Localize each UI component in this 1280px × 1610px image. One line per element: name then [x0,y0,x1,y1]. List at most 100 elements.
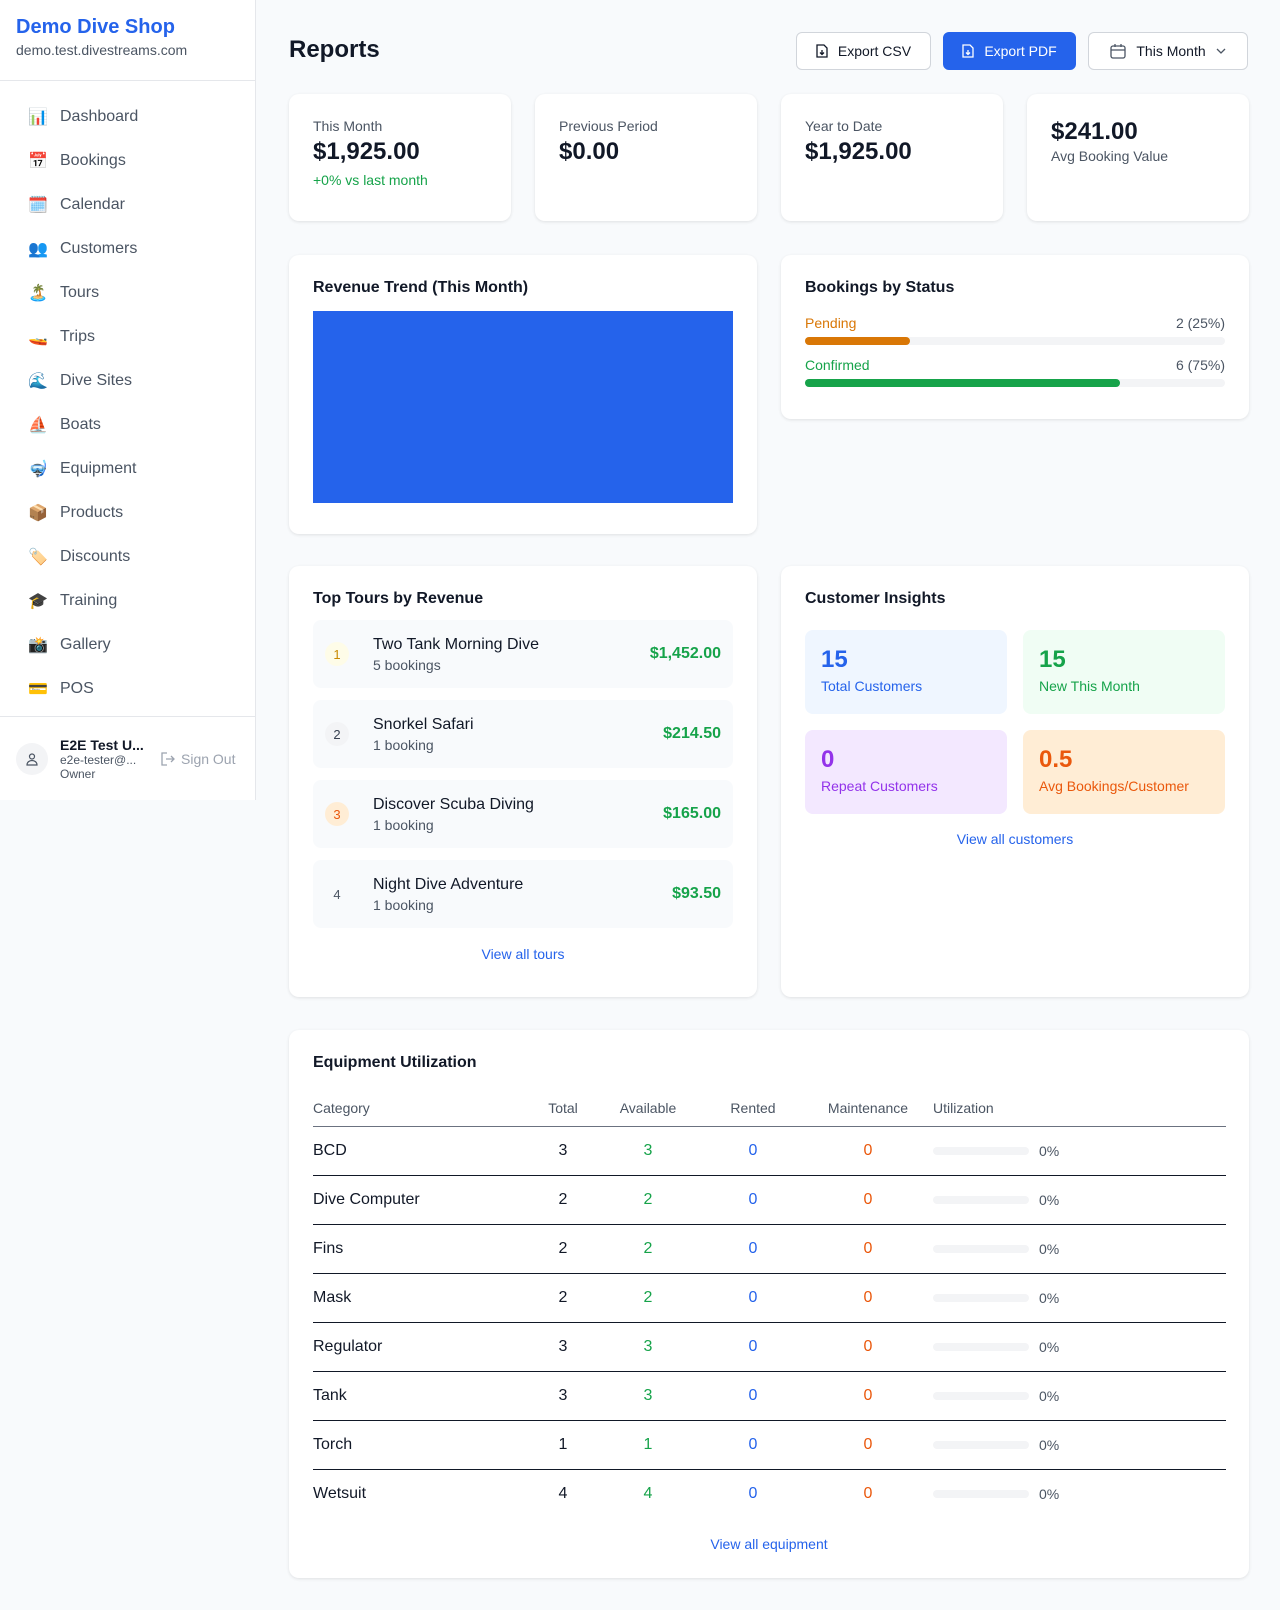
sidebar-item-gallery[interactable]: 📸 Gallery [0,623,255,667]
insight-tile: 0 Repeat Customers [805,730,1007,814]
sidebar-item-trips[interactable]: 🚤 Trips [0,315,255,359]
tour-row[interactable]: 4 Night Dive Adventure 1 booking $93.50 [313,860,733,928]
sidebar-item-pos[interactable]: 💳 POS [0,667,255,711]
utilization-bar [933,1244,1029,1253]
sidebar-item-dashboard[interactable]: 📊 Dashboard [0,95,255,139]
shop-name[interactable]: Demo Dive Shop [16,16,175,38]
stat-value: $241.00 [1051,118,1138,145]
table-cell: 1 [533,1420,593,1470]
sidebar-item-bookings[interactable]: 📅 Bookings [0,139,255,183]
stat-card: Year to Date $1,925.00 [781,94,1003,221]
customer-insights-title: Customer Insights [805,590,946,607]
view-all-customers-link[interactable]: View all customers [956,831,1074,847]
sidebar-item-label: Dive Sites [60,372,133,389]
sidebar-item-customers[interactable]: 👥 Customers [0,227,255,271]
table-cell: 3 [593,1371,703,1421]
file-download-icon [816,44,828,58]
export-pdf-label: Export PDF [984,43,1057,59]
column-header: Total [533,1090,593,1127]
table-cell: 0 [803,1371,933,1421]
table-cell: Regulator [313,1322,533,1372]
sidebar-item-label: Tours [60,284,100,301]
sidebar-item-dive-sites[interactable]: 🌊 Dive Sites [0,359,255,403]
insight-value: 0.5 [1039,746,1073,773]
utilization-value: 0% [1039,1387,1060,1404]
sidebar-item-products[interactable]: 📦 Products [0,491,255,535]
graduation-cap-icon: 🎓 [28,593,48,610]
stat-change: +0% vs last month [313,172,428,188]
table-cell: 0 [803,1322,933,1372]
table-cell: 0 [803,1420,933,1470]
table-cell: 2 [533,1273,593,1323]
table-cell: Wetsuit [313,1484,367,1502]
table-cell: 2 [593,1224,703,1274]
tour-row[interactable]: 3 Discover Scuba Diving 1 booking $165.00 [313,780,733,848]
brand: Demo Dive Shop demo.test.divestreams.com [0,0,255,81]
utilization-cell: 0% [933,1126,1226,1176]
stat-value: $0.00 [559,138,620,165]
stat-card: Previous Period $0.00 [535,94,757,221]
export-pdf-button[interactable]: Export PDF [943,32,1076,70]
tour-row[interactable]: 1 Two Tank Morning Dive 5 bookings $1,452… [313,620,733,688]
revenue-trend-title: Revenue Trend (This Month) [313,279,529,296]
sidebar-item-label: Discounts [60,548,131,565]
bookings-status-title: Bookings by Status [805,279,955,296]
status-row-pending: Pending 2 (25%) [805,315,1225,345]
period-label: This Month [1136,43,1206,59]
sidebar-item-equipment[interactable]: 🤿 Equipment [0,447,255,491]
utilization-bar [933,1391,1029,1400]
utilization-cell: 0% [933,1175,1226,1225]
bookings-status-card: Bookings by Status Pending 2 (25%) Confir… [781,255,1249,419]
chevron-down-icon [1216,48,1226,54]
file-download-icon [962,44,974,58]
island-icon: 🏝️ [28,285,48,302]
status-label: Pending [805,315,857,331]
tour-bookings: 1 booking [373,736,434,753]
status-progress-track [805,379,1225,387]
table-cell: 0 [703,1224,803,1274]
tour-rank: 4 [333,886,341,902]
utilization-cell: 0% [933,1322,1226,1372]
sidebar-item-boats[interactable]: ⛵ Boats [0,403,255,447]
export-csv-button[interactable]: Export CSV [796,32,931,70]
sidebar-item-tours[interactable]: 🏝️ Tours [0,271,255,315]
table-cell: Tank [313,1371,533,1421]
status-row-confirmed: Confirmed 6 (75%) [805,357,1225,387]
view-all-tours-link[interactable]: View all tours [481,946,565,962]
utilization-value: 0% [1039,1191,1060,1208]
tour-revenue: $1,452.00 [649,645,721,662]
column-header: Maintenance [803,1090,933,1127]
sidebar-item-discounts[interactable]: 🏷️ Discounts [0,535,255,579]
view-all-equipment-link[interactable]: View all equipment [710,1536,828,1552]
sidebar-item-label: Customers [60,240,138,257]
utilization-bar [933,1293,1029,1302]
column-header: Available [593,1090,703,1127]
utilization-bar [933,1489,1029,1498]
utilization-bar [933,1195,1029,1204]
sign-out-button[interactable]: Sign Out [160,751,235,767]
period-select[interactable]: This Month [1088,32,1248,70]
utilization-cell: 0% [933,1224,1226,1274]
table-row: Dive Computer 2 2 0 0 0% [313,1175,1226,1225]
table-cell: 0 [803,1126,933,1176]
sidebar-item-training[interactable]: 🎓 Training [0,579,255,623]
sidebar-item-label: Training [60,592,118,609]
tour-bookings: 5 bookings [373,656,441,673]
insight-label: Repeat Customers [821,778,938,794]
status-progress-track [805,337,1225,345]
stat-card: $241.00 Avg Booking Value [1027,94,1249,221]
status-progress-fill [805,337,910,345]
table-cell: Torch [313,1420,533,1470]
sidebar-item-calendar[interactable]: 🗓️ Calendar [0,183,255,227]
shop-domain: demo.test.divestreams.com [16,42,188,58]
calendar-date-icon: 📅 [28,153,48,170]
user-role: Owner [60,766,96,781]
table-row: Wetsuit 4 4 0 0 0% [313,1469,1226,1518]
chart-icon: 📊 [28,109,48,126]
tour-row[interactable]: 2 Snorkel Safari 1 booking $214.50 [313,700,733,768]
tour-name: Discover Scuba Diving [373,795,534,813]
table-cell: 2 [593,1175,703,1225]
calendar-icon [1110,43,1127,59]
tour-bookings: 1 booking [373,896,434,913]
utilization-value: 0% [1039,1436,1060,1453]
